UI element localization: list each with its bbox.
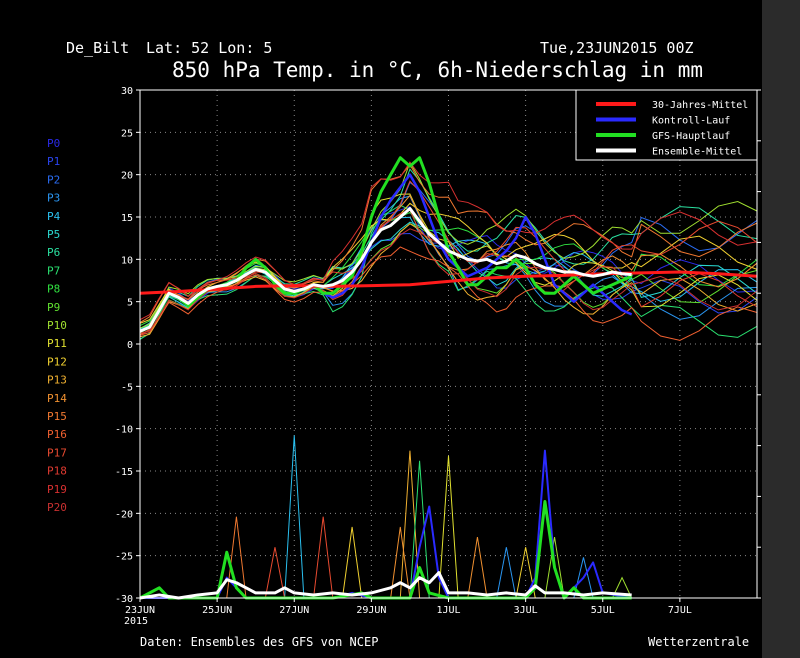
x-tick-label: 5JUL [591,605,615,616]
coords-label: Lat: 52 Lon: 5 [146,39,272,57]
y-tick-label: -25 [115,552,133,563]
legend-label: GFS-Hauptlauf [652,131,730,142]
member-label: P8 [47,283,60,296]
member-temp-line [139,161,758,321]
member-label: P20 [47,501,67,514]
member-label: P3 [47,192,60,205]
y-tick-label: 30 [121,86,133,97]
legend-label: Ensemble-Mittel [652,147,742,158]
x-tick-label: 3JUL [514,605,538,616]
x-tick-label: 25JUN [202,605,232,616]
y-tick-label: -30 [115,594,133,605]
member-precip-line [438,455,459,599]
x-tick-label: 7JUL [668,605,692,616]
y-axis-right: 50454035302520151050 [757,89,761,599]
main-series [139,156,758,600]
member-temp-line [139,195,758,340]
y-axis-left: 30 25 20 15 10 5 0 -5 -10 -15 -20 -25 -30 [115,86,140,605]
y-tick-label: 5 [127,298,133,309]
ensemble-member-lines [139,161,758,341]
member-precip-line [409,460,430,599]
member-label: P13 [47,374,67,387]
member-label: P0 [47,137,60,150]
x-tick-label: 1JUL [436,605,460,616]
x-year-label: 2015 [124,616,148,627]
series-line-ensemble-mittel [139,207,632,333]
member-label: P16 [47,428,67,441]
member-label: P12 [47,355,67,368]
member-label: P11 [47,337,67,350]
member-label: P9 [47,301,60,314]
station-label: De_Bilt [66,39,129,57]
member-label: P18 [47,465,67,478]
member-label: P7 [47,264,60,277]
legend: 30-Jahres-Mittel Kontroll-Lauf GFS-Hauptla… [575,89,758,161]
y-tick-label: 0 [127,340,133,351]
member-label: P1 [47,155,60,168]
y-tick-label: -5 [121,382,133,393]
series-line-ensemble-mittel-precip [139,571,632,600]
series-line-30-jahres-mittel [139,270,758,295]
chart-frame: De_Bilt Lat: 52 Lon: 5 Tue,23JUN2015 00Z… [0,0,762,658]
x-tick-label: 27JUN [279,605,309,616]
member-temp-line [139,163,758,324]
y-tick-label: 20 [121,171,133,182]
legend-label: Kontroll-Lauf [652,116,730,127]
member-precip-line [284,435,305,599]
member-label: P4 [47,210,61,223]
member-temp-line [139,246,758,341]
member-label: P15 [47,410,67,423]
x-tick-label: 29JUN [356,605,386,616]
member-label: P2 [47,173,60,186]
member-label: P14 [47,392,67,405]
member-label: P5 [47,228,60,241]
x-tick-label: 23JUN [125,605,155,616]
member-label: P6 [47,246,60,259]
member-label: P17 [47,446,67,459]
run-time-label: Tue,23JUN2015 00Z [540,39,694,57]
y-tick-label: 10 [121,255,133,266]
x-axis: 23JUN 25JUN 27JUN 29JUN 1JUL 3JUL 5JUL 7JUL [125,598,692,616]
y-tick-label: 15 [121,213,133,224]
member-label-list: P0 P1 P2 P3 P4 P5 P6 P7 P8 P9 P10 P11 P12 P13 P14 P15 P1… [47,137,67,514]
legend-box [575,89,758,161]
legend-label: 30-Jahres-Mittel [652,100,748,111]
ensemble-chart: De_Bilt Lat: 52 Lon: 5 Tue,23JUN2015 00Z… [47,39,761,649]
member-label: P10 [47,319,67,332]
y-tick-label: -10 [115,425,133,436]
brand-label: Wetterzentrale [648,635,749,649]
y-tick-label: 25 [121,128,133,139]
member-label: P19 [47,483,67,496]
y-tick-label: -15 [115,467,133,478]
member-temp-line [139,161,758,329]
y-tick-label: -20 [115,509,133,520]
data-source-label: Daten: Ensembles des GFS von NCEP [140,635,378,649]
chart-title: 850 hPa Temp. in °C, 6h-Niederschlag in … [172,58,703,82]
member-precip-line [226,516,247,599]
